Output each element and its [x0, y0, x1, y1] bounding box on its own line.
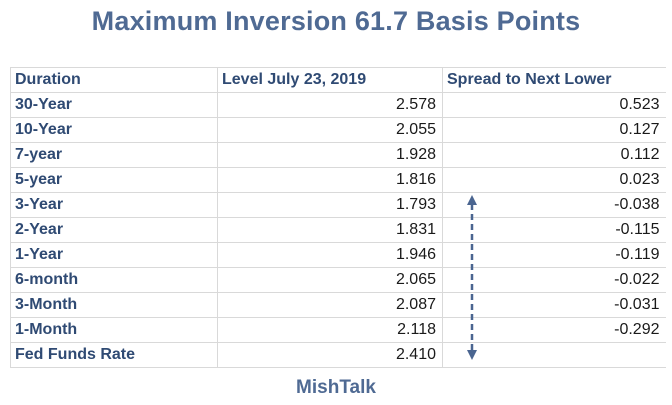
table-row: 30-Year 2.578 0.523 [10, 92, 666, 118]
level-cell: 2.065 [217, 267, 443, 293]
spread-cell [442, 342, 666, 368]
table-row: 5-year 1.816 0.023 [10, 167, 666, 193]
header-spread: Spread to Next Lower [442, 67, 666, 93]
double-arrow-icon [467, 195, 477, 360]
table-row: 2-Year 1.831 -0.115 [10, 217, 666, 243]
duration-cell: 3-Month [10, 292, 218, 318]
duration-cell: 2-Year [10, 217, 218, 243]
level-cell: 1.831 [217, 217, 443, 243]
level-cell: 2.578 [217, 92, 443, 118]
table-row: 1-Year 1.946 -0.119 [10, 242, 666, 268]
duration-cell: 6-month [10, 267, 218, 293]
level-cell: 1.946 [217, 242, 443, 268]
duration-cell: Fed Funds Rate [10, 342, 218, 368]
header-level: Level July 23, 2019 [217, 67, 443, 93]
spread-cell: -0.031 [442, 292, 666, 318]
yield-table-container: Duration Level July 23, 2019 Spread to N… [10, 67, 666, 368]
level-cell: 2.055 [217, 117, 443, 143]
spread-cell: -0.115 [442, 217, 666, 243]
page-title: Maximum Inversion 61.7 Basis Points [91, 6, 581, 36]
spread-cell: -0.292 [442, 317, 666, 343]
duration-cell: 5-year [10, 167, 218, 193]
spread-cell: 0.127 [442, 117, 666, 143]
level-cell: 2.410 [217, 342, 443, 368]
duration-cell: 30-Year [10, 92, 218, 118]
footer-brand: MishTalk [296, 377, 376, 398]
table-row: Fed Funds Rate 2.410 [10, 342, 666, 368]
yield-table: Duration Level July 23, 2019 Spread to N… [10, 67, 666, 368]
header-duration: Duration [10, 67, 218, 93]
table-row: 1-Month 2.118 -0.292 [10, 317, 666, 343]
spread-cell: -0.038 [442, 192, 666, 218]
table-row: 3-Month 2.087 -0.031 [10, 292, 666, 318]
level-cell: 1.928 [217, 142, 443, 168]
spread-cell: 0.023 [442, 167, 666, 193]
spread-cell: 0.523 [442, 92, 666, 118]
level-cell: 1.793 [217, 192, 443, 218]
duration-cell: 1-Year [10, 242, 218, 268]
spread-cell: -0.022 [442, 267, 666, 293]
level-cell: 2.087 [217, 292, 443, 318]
table-row: 6-month 2.065 -0.022 [10, 267, 666, 293]
table-row: 3-Year 1.793 -0.038 [10, 192, 666, 218]
duration-cell: 1-Month [10, 317, 218, 343]
level-cell: 2.118 [217, 317, 443, 343]
table-header-row: Duration Level July 23, 2019 Spread to N… [10, 67, 666, 93]
duration-cell: 3-Year [10, 192, 218, 218]
spread-cell: -0.119 [442, 242, 666, 268]
level-cell: 1.816 [217, 167, 443, 193]
table-row: 10-Year 2.055 0.127 [10, 117, 666, 143]
spread-cell: 0.112 [442, 142, 666, 168]
table-row: 7-year 1.928 0.112 [10, 142, 666, 168]
duration-cell: 10-Year [10, 117, 218, 143]
duration-cell: 7-year [10, 142, 218, 168]
